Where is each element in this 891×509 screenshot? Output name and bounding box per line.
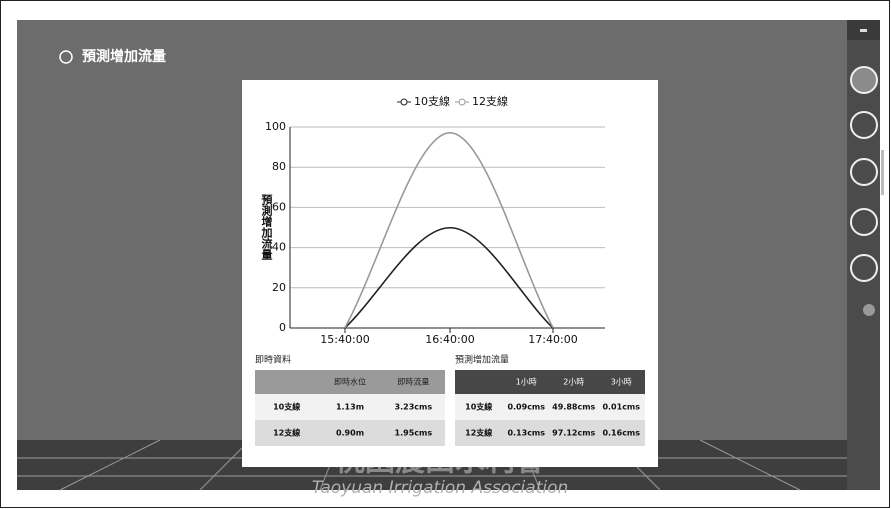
table-cell: 10支線 (465, 402, 492, 412)
y-tick-label: 60 (272, 200, 286, 213)
table-cell: 0.16cms (602, 429, 640, 438)
y-tick-label: 20 (272, 281, 286, 294)
table-header-cell: 2小時 (563, 378, 584, 387)
table-title: 即時資料 (255, 354, 291, 366)
menu-icon (860, 29, 867, 32)
y-tick-label: 40 (272, 241, 286, 254)
table-header-cell: 3小時 (611, 378, 632, 387)
scrollbar (881, 150, 884, 195)
legend-label: 12支線 (472, 94, 508, 108)
table-cell: 12支線 (465, 428, 492, 438)
table-header-cell: 即時流量 (397, 377, 429, 387)
table-header-cell: 即時水位 (334, 377, 366, 387)
table-cell: 10支線 (273, 402, 300, 412)
table-title: 預測增加流量 (455, 354, 509, 366)
table-cell: 49.88cms (552, 403, 595, 412)
table-cell: 0.09cms (507, 403, 545, 412)
table-header-cell: 1小時 (516, 378, 537, 387)
table-cell: 12支線 (273, 428, 300, 438)
table-cell: 3.23cms (395, 403, 433, 412)
y-tick-label: 100 (265, 120, 286, 133)
table-cell: 1.13m (336, 403, 364, 412)
x-tick-label: 17:40:00 (528, 333, 577, 346)
table-cell: 0.90m (336, 429, 364, 438)
watermark: Taoyuan Irrigation Association (312, 478, 569, 498)
x-tick-label: 15:40:00 (320, 333, 369, 346)
table-cell: 0.01cms (602, 403, 640, 412)
legend-label: 10支線 (414, 94, 450, 108)
y-tick-label: 80 (272, 160, 286, 173)
legend-marker (401, 99, 407, 105)
screen: 桃園農田水利會 Taoyuan Irrigation Association 預… (0, 0, 891, 509)
x-tick-label: 16:40:00 (425, 333, 474, 346)
table-cell: 1.95cms (395, 429, 433, 438)
table-cell: 97.12cms (552, 429, 595, 438)
logout-icon[interactable] (863, 304, 875, 316)
table-cell: 0.13cms (507, 429, 545, 438)
legend-marker (459, 99, 465, 105)
y-tick-label: 0 (279, 321, 286, 334)
page-title: 預測增加流量 (82, 48, 166, 65)
